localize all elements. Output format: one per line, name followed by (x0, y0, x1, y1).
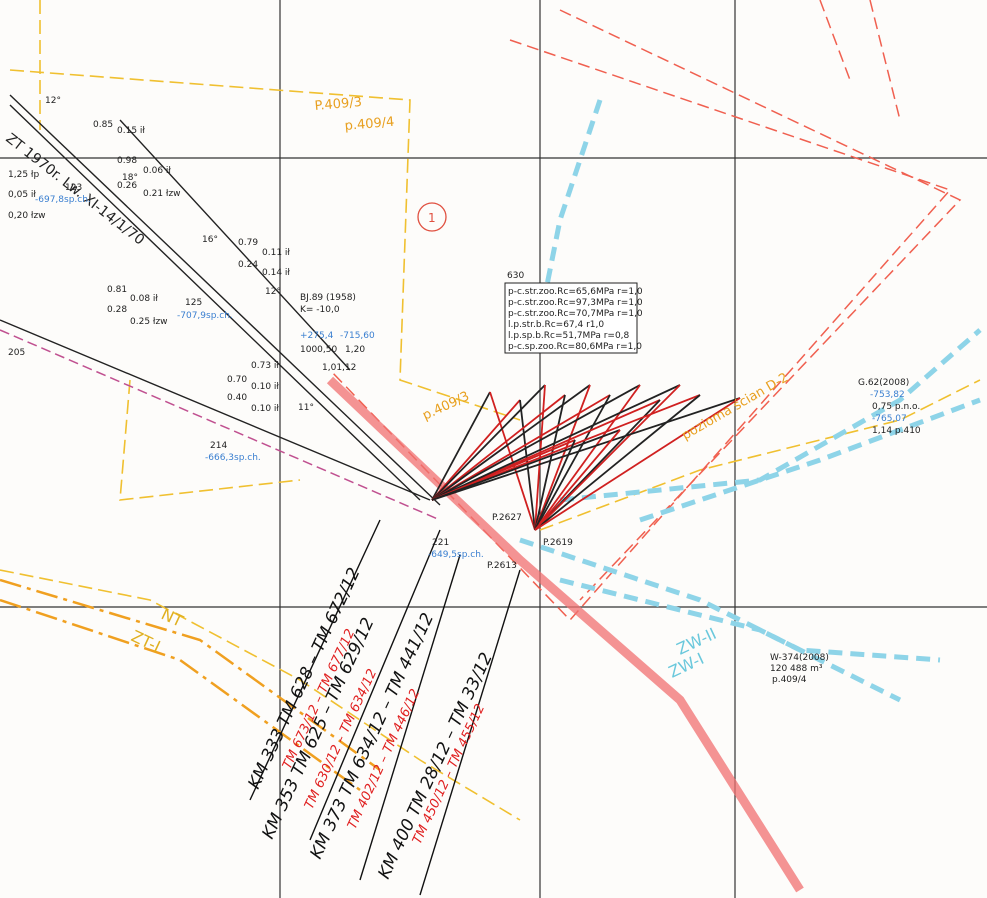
map-label: p-c.str.zoo.Rc=65,6MPa r=1,0 (508, 287, 643, 297)
map-label: 0.40 (227, 393, 247, 403)
map-label: 12° (45, 96, 61, 106)
map-label: -666,3sp.ch. (205, 453, 261, 463)
map-label: 0,05 ił (8, 190, 36, 200)
map-label: p-c.sp.zoo.Rc=80,6MPa r=1,0 (508, 342, 642, 352)
map-label: 0.81 (107, 285, 127, 295)
borehole (534, 394, 566, 531)
borehole (534, 384, 641, 531)
map-label: 0.10 ił (251, 382, 279, 392)
map-label: 205 (8, 348, 25, 358)
borehole (431, 394, 566, 501)
map-label: P.409/3 (314, 95, 363, 114)
map-label: 0.85 (93, 120, 113, 130)
borehole (534, 397, 741, 531)
borehole (489, 391, 536, 531)
map-label: 0.70 (227, 375, 247, 385)
map-label: 16° (202, 235, 218, 245)
borehole (431, 399, 521, 501)
map-label: 0.98 (117, 156, 137, 166)
map-label: p-c.str.zoo.Rc=97,3MPa r=1,0 (508, 298, 643, 308)
black-lines (0, 94, 441, 506)
borehole (534, 384, 681, 531)
map-label: 0.06 ił (143, 166, 171, 176)
map-label: 0.73 ił (251, 361, 279, 371)
map-label: 0.26 (117, 181, 137, 191)
map-label: -707,9sp.ch. (177, 311, 233, 321)
map-label: 0.15 ił (117, 126, 145, 136)
marker-circle (417, 202, 447, 232)
borehole (534, 439, 576, 531)
map-label: p.409/4 (344, 115, 395, 134)
map-label: BJ.89 (1958) (300, 293, 356, 303)
leader-lines (249, 519, 521, 896)
map-label: 214 (210, 441, 227, 451)
map-label: 0,20 łzw (8, 211, 46, 221)
map-label: 120 488 m³ (770, 664, 823, 674)
borehole (431, 397, 741, 501)
map-label: 0.14 ił (262, 268, 290, 278)
rock-box (504, 282, 638, 354)
borehole (431, 429, 621, 501)
borehole (431, 391, 491, 501)
map-label: P.2619 (543, 538, 573, 548)
map-label: 0.11 ił (262, 248, 290, 258)
map-label: 0.21 łzw (143, 189, 181, 199)
map-label: +275,4 (300, 331, 334, 341)
map-label: l.p.str.b.Rc=67,4 r1,0 (508, 320, 604, 330)
map-label: 0.25 łzw (130, 317, 168, 327)
map-label: -715,60 (340, 331, 375, 341)
map-label: 18° (122, 173, 138, 183)
map-label: 1 (428, 211, 436, 225)
map-label: 12° (265, 287, 281, 297)
yellow-boundaries (0, 0, 981, 821)
map-label: G.62(2008) (858, 378, 909, 388)
map-label: 125 (185, 298, 202, 308)
cyan-dashed (519, 99, 982, 703)
borehole (534, 429, 621, 531)
map-label: 1,01,12 (322, 363, 356, 373)
map-label: P.2613 (487, 561, 517, 571)
map-label: 11° (298, 403, 314, 413)
map-label: p-c.str.zoo.Rc=70,7MPa r=1,0 (508, 309, 643, 319)
map-label: 0.28 (107, 305, 127, 315)
orange-zone (0, 578, 381, 792)
map-label: 1000,50 (300, 345, 337, 355)
map-label: 1,20 (345, 345, 365, 355)
borehole (431, 384, 546, 501)
borehole (534, 394, 701, 531)
map-label: 0.10 ił (251, 404, 279, 414)
map-label: p.409/4 (772, 675, 807, 685)
map-label: 1,14 p.410 (872, 426, 921, 436)
map-label: 630 (507, 271, 524, 281)
map-label: 221 (432, 538, 449, 548)
map-label: P.2627 (492, 513, 522, 523)
map-label: 0.08 ił (130, 294, 158, 304)
borehole (431, 439, 576, 501)
map-label: K= -10,0 (300, 305, 340, 315)
map-label: 0.79 (238, 238, 258, 248)
map-label: 0,75 p.n.o. (872, 402, 920, 412)
map-label: -649,5sp.ch. (428, 550, 484, 560)
borehole (431, 384, 641, 501)
map-label: 0.24 (238, 260, 258, 270)
borehole (431, 384, 681, 501)
boreholes (431, 384, 741, 531)
fault-zone (326, 376, 804, 893)
map-label: -765,07 (872, 414, 907, 424)
map-label: -697,8sp.ch. (35, 195, 91, 205)
map-label: l.p.sp.b.Rc=51,7MPa r=0,8 (508, 331, 630, 341)
map-label: -753,82 (870, 390, 905, 400)
map-label: W-374(2008) (770, 653, 829, 663)
borehole (431, 394, 611, 501)
magenta-line (0, 329, 441, 521)
map-label: 123 (65, 183, 82, 193)
map-label: 1,25 łp (8, 170, 39, 180)
borehole (534, 394, 611, 531)
borehole (431, 384, 591, 501)
